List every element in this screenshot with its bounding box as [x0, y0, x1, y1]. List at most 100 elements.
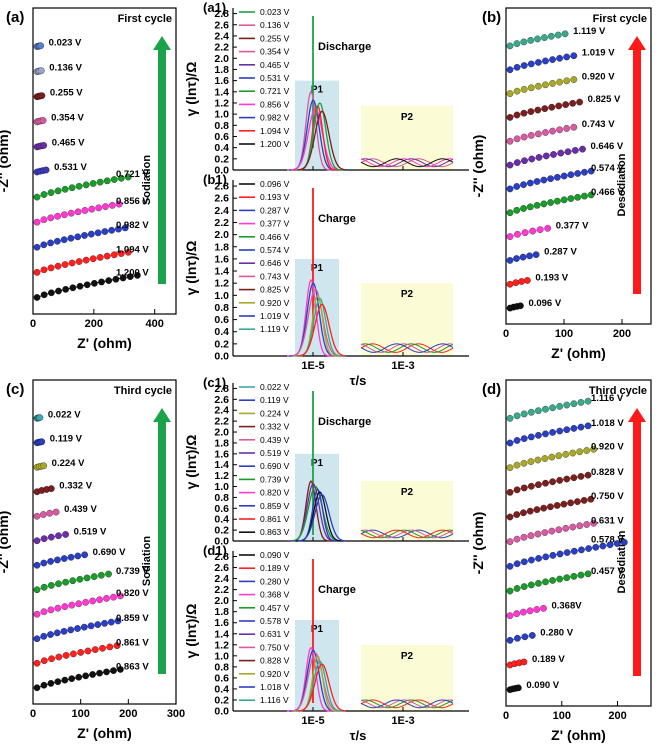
legend-entry: 0.193 V [260, 192, 290, 202]
nyquist-line [509, 148, 583, 166]
nyquist-point [506, 42, 514, 50]
nyquist-line [509, 400, 589, 419]
legend-entry: 0.354 V [260, 47, 290, 57]
nyquist-series: 0.739 V [33, 566, 149, 594]
nyquist-line [509, 55, 574, 71]
nyquist-line [36, 645, 118, 664]
nyquist-line [36, 227, 126, 248]
nyquist-line [36, 144, 44, 148]
nyquist-series: 0.743 V [506, 119, 615, 145]
y-tick-label: 0.0 [214, 706, 229, 718]
x-tick-label: 1E-5 [301, 360, 324, 372]
y-tick-label: 2.0 [214, 595, 229, 607]
legend-entry: 0.022 V [260, 382, 290, 392]
y-tick-label: 2.2 [214, 584, 229, 596]
x-tick-label: 200 [85, 318, 103, 330]
y-tick-label: 1.8 [214, 64, 229, 76]
y-tick-label: 0.6 [214, 672, 229, 684]
direction-arrow-head [153, 408, 171, 422]
x-tick-label: 1E-5 [301, 715, 324, 727]
voltage-label: 0.574 V [591, 163, 624, 174]
x-tick-label: 0 [503, 710, 509, 722]
plot-frame [505, 7, 652, 325]
voltage-label: 0.982 V [116, 220, 149, 231]
voltage-label: 0.531 V [54, 162, 87, 173]
nyquist-point [587, 167, 595, 175]
nyquist-line [36, 668, 121, 689]
nyquist-line [36, 120, 44, 123]
x-axis-label: Z' (ohm) [551, 727, 606, 743]
peak-label-p1: P1 [311, 263, 324, 274]
y-tick-label: 0.2 [214, 525, 229, 537]
y-tick-label: 1.4 [214, 628, 229, 640]
nyquist-series: 0.750 V [506, 491, 624, 521]
nyquist-series: 0.189 V [506, 654, 565, 669]
nyquist-series: 0.519 V [33, 526, 107, 545]
y-tick-label: 0.2 [214, 694, 229, 706]
legend-entry: 0.856 V [260, 99, 290, 109]
nyquist-line [509, 522, 594, 543]
x-tick-label: 400 [146, 318, 164, 330]
legend-entry: 0.466 V [260, 232, 290, 242]
legend-entry: 0.368 V [260, 590, 290, 600]
nyquist-point [506, 414, 514, 422]
drt-curve-p2 [360, 343, 454, 353]
legend-entry: 0.280 V [260, 576, 290, 586]
nyquist-line [36, 534, 66, 542]
voltage-label: 0.457 V [591, 566, 624, 577]
y-axis-label: γ (lnτ)/Ω [183, 62, 199, 117]
nyquist-line [509, 425, 589, 444]
nyquist-series: 0.465 V [33, 137, 85, 151]
voltage-label: 0.750 V [591, 491, 624, 502]
drt-curve-p1 [297, 663, 347, 712]
legend-entry: 0.332 V [260, 422, 290, 432]
voltage-label: 0.255 V [50, 88, 83, 99]
legend-entry: 0.825 V [260, 285, 290, 295]
cycle-label: Third cycle [589, 385, 647, 397]
voltage-label: 0.136 V [49, 63, 82, 74]
nyquist-line [36, 620, 119, 640]
drt-curve-p1 [297, 493, 347, 542]
legend-entry: 0.646 V [260, 258, 290, 268]
y-tick-label: 1.0 [214, 650, 229, 662]
legend-entry: 1.116 V [260, 695, 289, 705]
legend-entry: 0.631 V [260, 629, 290, 639]
nyquist-series: 0.090 V [506, 680, 560, 694]
voltage-label: 0.920 V [591, 441, 624, 452]
voltage-label: 0.090 V [526, 680, 559, 691]
y-tick-label: 0.0 [214, 351, 229, 363]
nyquist-panel-a: 0 200 400 Z' (ohm) -Z'' (ohm) (a) First cycle S… [0, 7, 177, 351]
y-tick-label: 0.6 [214, 503, 229, 515]
voltage-label: 0.578 V [591, 534, 624, 545]
nyquist-series: 0.920 V [506, 441, 624, 472]
x-tick-label: 0 [503, 328, 509, 340]
nyquist-point [528, 632, 536, 639]
panel-label: (b) [482, 9, 501, 26]
legend-entry: 0.090 V [260, 550, 290, 560]
nyquist-line [509, 305, 521, 309]
nyquist-point [506, 114, 514, 121]
nyquist-line [509, 448, 594, 469]
legend-entry: 0.859 V [260, 501, 290, 511]
y-tick-label: 2.4 [214, 573, 229, 585]
nyquist-line [36, 573, 109, 591]
nyquist-point [121, 224, 129, 232]
drt-curve-p1 [297, 303, 347, 357]
y-tick-label: 2.4 [214, 205, 229, 217]
nyquist-line [509, 126, 574, 142]
direction-label: Desodiation [616, 153, 628, 216]
peak-label-p2: P2 [401, 289, 414, 300]
nyquist-series: 0.022 V [33, 410, 81, 422]
nyquist-line [509, 170, 592, 190]
voltage-label: 0.856 V [116, 196, 149, 207]
voltage-label: 0.690 V [93, 547, 126, 558]
nyquist-point [544, 224, 552, 232]
legend-entry: 0.739 V [260, 474, 290, 484]
legend-entry: 0.578 V [260, 616, 290, 626]
voltage-label: 1.019 V [582, 48, 615, 59]
peak-label-p2: P2 [401, 487, 414, 498]
nyquist-series: 1.094 V [33, 244, 149, 276]
legend-entry: 0.863 V [260, 527, 290, 537]
x-tick-label: 0 [30, 708, 36, 720]
legend-entry: 1.094 V [260, 126, 290, 136]
